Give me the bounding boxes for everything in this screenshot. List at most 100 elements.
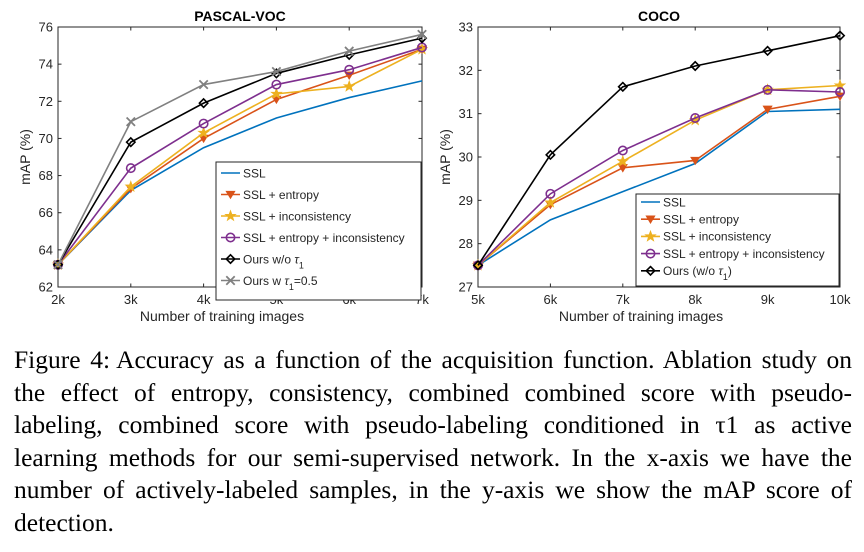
y-tick-label: 33: [459, 20, 473, 35]
x-tick-label: 4k: [197, 292, 211, 307]
legend-label: SSL: [663, 195, 686, 209]
legend-label: SSL + entropy + inconsistency: [243, 231, 405, 245]
series-line: [477, 108, 841, 267]
data-point: [198, 79, 209, 90]
data-point: [762, 45, 773, 57]
legend-box: [635, 193, 840, 287]
legend-label-part: SSL + entropy + inconsistency: [663, 247, 825, 261]
data-point: [344, 64, 355, 75]
y-axis-label: mAP (%): [17, 129, 33, 185]
series-line: [57, 33, 423, 266]
legend-marker: [645, 265, 656, 277]
legend-item: SSL: [641, 195, 686, 209]
legend-label: SSL: [243, 166, 266, 180]
data-point: [762, 105, 773, 115]
y-tick-label: 70: [39, 131, 53, 146]
legend-marker: [645, 215, 656, 224]
data-point: [417, 29, 427, 40]
y-axis-label: mAP (%): [437, 129, 453, 185]
legend-item: SSL + inconsistency: [641, 230, 771, 244]
data-point: [545, 149, 556, 161]
y-tick-label: 28: [459, 236, 473, 251]
y-tick-label: 76: [39, 20, 53, 35]
series-1: [477, 108, 841, 267]
series-line: [477, 89, 841, 266]
series-line: [57, 37, 423, 266]
data-point: [124, 180, 138, 193]
data-point: [52, 259, 64, 271]
data-point: [271, 66, 282, 77]
y-tick-label: 31: [459, 106, 473, 121]
data-point: [690, 113, 701, 124]
legend-label-part: 1: [723, 272, 728, 282]
legend-item: SSL + entropy + inconsistency: [221, 231, 405, 245]
data-point: [198, 97, 209, 109]
legend-item: Ours w τ1=0.5: [221, 274, 318, 292]
y-tick-label: 62: [39, 280, 53, 295]
legend-label-part: SSL + entropy: [243, 188, 319, 202]
legend-marker: [645, 248, 656, 259]
figure-charts: PASCAL-VOC 2k 3k 4k 5k 6k 7k 62 64 66 68 70 72 74 76 Nu…: [17, 8, 851, 324]
caption-label: Figure 4:: [14, 345, 111, 374]
series-1: [57, 80, 423, 266]
x-tick-label: 9k: [761, 292, 775, 307]
legend-item: SSL: [221, 166, 266, 180]
legend-label-part: τ: [284, 274, 290, 288]
data-point: [616, 154, 630, 167]
legend-label-part: SSL + entropy: [663, 213, 739, 227]
y-tick-label: 74: [39, 57, 53, 72]
series-line: [57, 48, 423, 266]
series-line: [57, 46, 423, 266]
legend-item: SSL + inconsistency: [221, 209, 351, 223]
data-point: [344, 46, 355, 56]
data-point: [690, 156, 701, 166]
data-point: [834, 87, 845, 98]
series-5: [472, 30, 846, 271]
y-tick-label: 32: [459, 63, 473, 78]
data-point: [544, 195, 557, 208]
legend-label: Ours w τ1=0.5: [243, 274, 318, 292]
legend-label: SSL + inconsistency: [663, 230, 771, 244]
legend-label-part: =0.5: [294, 274, 318, 288]
legend-label-part: SSL + inconsistency: [243, 209, 351, 223]
legend-label-part: 1: [289, 282, 294, 292]
x-tick-label: 6k: [544, 292, 558, 307]
series-line: [477, 84, 841, 266]
legend-label-part: Ours w/o: [243, 252, 294, 266]
legend-label-part: SSL + entropy + inconsistency: [243, 231, 405, 245]
x-tick-label: 2k: [51, 292, 65, 307]
chart-1: PASCAL-VOC2k3k4k5k6k7k6264666870727476Nu…: [17, 8, 429, 324]
y-tick-label: 72: [39, 94, 53, 109]
legend-label-part: SSL: [243, 166, 266, 180]
data-point: [545, 188, 556, 199]
chart-title: COCO: [638, 8, 680, 24]
data-point: [617, 164, 628, 173]
legend-marker: [225, 275, 236, 286]
series-line: [477, 34, 841, 266]
x-tick-label: 10k: [830, 292, 851, 307]
chart-2: COCO 5k 6k 7k 8k 9k 10k 27 28 29 30 31 32 33 Number of…: [437, 8, 851, 324]
legend-item: Ours w/o τ1: [221, 252, 304, 270]
y-tick-label: 64: [39, 242, 53, 257]
x-tick-label: 8k: [688, 292, 702, 307]
y-tick-label: 27: [459, 280, 473, 295]
legend-marker: [225, 190, 236, 200]
legend: SSL SSL + entropy SSL + inconsistency SSL +…: [215, 161, 422, 301]
legend-label: SSL + inconsistency: [243, 209, 351, 223]
legend-label-part: SSL: [663, 195, 686, 209]
legend-marker: [225, 232, 236, 243]
y-tick-label: 66: [39, 205, 53, 220]
data-point: [689, 60, 701, 72]
data-point: [617, 145, 628, 156]
data-point: [198, 118, 209, 129]
caption-text: Accuracy as a function of the acquisitio…: [14, 345, 852, 537]
data-point: [834, 30, 846, 41]
y-tick-label: 68: [39, 168, 53, 183]
legend-label-part: Ours w: [243, 274, 284, 288]
legend-item: Ours (w/o τ1): [641, 264, 732, 282]
x-tick-label: 3k: [124, 292, 138, 307]
data-point: [125, 116, 136, 127]
data-point: [125, 163, 136, 174]
legend-label: SSL + entropy: [243, 188, 319, 202]
y-tick-label: 29: [459, 193, 473, 208]
